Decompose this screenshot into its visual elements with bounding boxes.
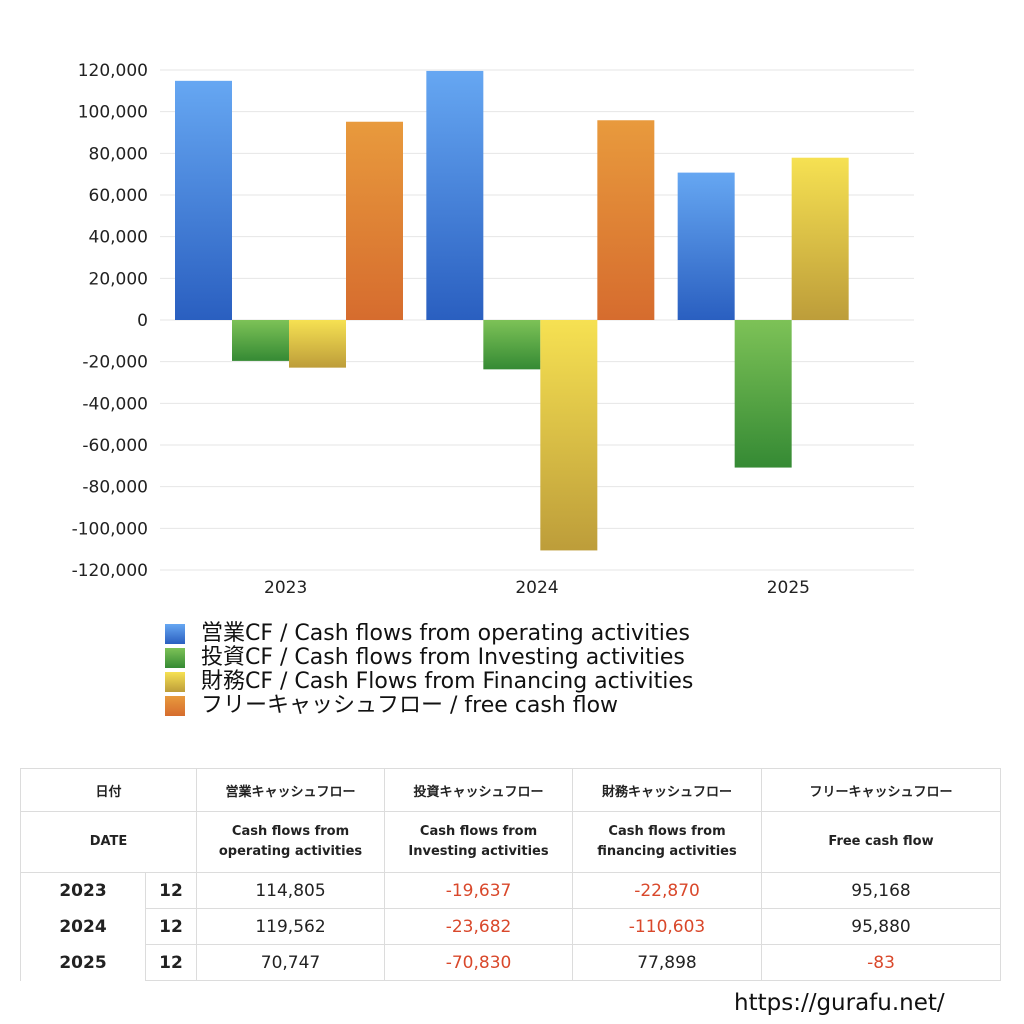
legend-label-investing: 投資CF / Cash flows from Investing activit…: [201, 645, 685, 670]
x-axis-tick-labels: 2023 2024 2025: [264, 578, 810, 598]
header-free-en: Free cash flow: [761, 811, 1002, 873]
table-row: 2025 12 70,747 -70,830 77,898 -83: [20, 944, 1002, 981]
bar-free-2024: [597, 120, 655, 320]
y-tick-label: 20,000: [89, 269, 148, 289]
legend: 営業CF / Cash flows from operating activit…: [165, 622, 693, 718]
header-operating-en: Cash flows from operating activities: [196, 811, 386, 873]
legend-swatch-investing: [165, 648, 185, 668]
y-tick-label: 100,000: [78, 103, 148, 123]
row-free: -83: [761, 944, 1002, 981]
y-tick-label: 40,000: [89, 228, 148, 248]
legend-swatch-free: [165, 696, 185, 716]
header-operating-jp: 営業キャッシュフロー: [196, 768, 386, 812]
bar-financing-2025: [791, 157, 849, 320]
x-tick-label: 2025: [767, 578, 810, 598]
bar-investing-2023: [232, 320, 289, 361]
header-free-jp: フリーキャッシュフロー: [761, 768, 1002, 812]
legend-swatch-financing: [165, 672, 185, 692]
header-financing-en: Cash flows from financing activities: [572, 811, 763, 873]
y-tick-label: 60,000: [89, 186, 148, 206]
y-tick-label: 120,000: [78, 61, 148, 81]
header-financing-en-line1: Cash flows from: [608, 824, 726, 839]
row-financing: -22,870: [572, 872, 763, 909]
table-row: 2024 12 119,562 -23,682 -110,603 95,880: [20, 908, 1002, 945]
bar-free-2023: [346, 121, 403, 320]
header-investing-en-line2: Investing activities: [408, 844, 549, 859]
bar-investing-2024: [483, 320, 541, 370]
legend-item-financing: 財務CF / Cash Flows from Financing activit…: [165, 670, 693, 694]
cash-flow-bar-chart: 120,000 100,000 80,000 60,000 40,000 20,000 0 -…: [72, 61, 914, 598]
row-investing: -23,682: [384, 908, 574, 945]
x-tick-label: 2023: [264, 578, 307, 598]
legend-label-financing: 財務CF / Cash Flows from Financing activit…: [201, 669, 694, 694]
header-operating-en-line1: Cash flows from: [231, 824, 350, 839]
header-date-jp: 日付: [19, 768, 198, 812]
header-date-en: DATE: [19, 811, 198, 873]
legend-item-operating: 営業CF / Cash flows from operating activit…: [165, 622, 693, 646]
bar-operating-2024: [426, 70, 484, 320]
row-investing: -19,637: [384, 872, 574, 909]
row-operating: 114,805: [196, 872, 386, 909]
y-tick-label: 80,000: [89, 144, 148, 164]
y-tick-label: -40,000: [82, 394, 148, 414]
bar-operating-2023: [175, 80, 232, 321]
y-tick-label: -60,000: [82, 436, 148, 456]
legend-label-free: フリーキャッシュフロー / free cash flow: [201, 693, 619, 718]
row-financing: 77,898: [572, 944, 763, 981]
legend-item-investing: 投資CF / Cash flows from Investing activit…: [165, 646, 693, 670]
table-row: 2023 12 114,805 -19,637 -22,870 95,168: [20, 872, 1002, 909]
row-year: 2025: [20, 944, 146, 981]
site-url[interactable]: https://gurafu.net/: [734, 990, 945, 1016]
row-operating: 70,747: [196, 944, 386, 981]
y-tick-label: 0: [137, 311, 148, 331]
y-axis-tick-labels: 120,000 100,000 80,000 60,000 40,000 20,000 0 -…: [72, 61, 148, 581]
row-operating: 119,562: [196, 908, 386, 945]
header-investing-en-line1: Cash flows from: [419, 824, 538, 839]
table-header-jp: 日付 営業キャッシュフロー 投資キャッシュフロー 財務キャッシュフロー フリーキ…: [19, 768, 1002, 812]
row-year: 2023: [20, 872, 146, 909]
header-financing-jp: 財務キャッシュフロー: [572, 768, 763, 812]
header-investing-jp: 投資キャッシュフロー: [384, 768, 574, 812]
row-financing: -110,603: [572, 908, 763, 945]
header-investing-en: Cash flows from Investing activities: [384, 811, 574, 873]
header-financing-en-line2: financing activities: [597, 844, 737, 859]
row-year: 2024: [20, 908, 146, 945]
bar-financing-2024: [540, 320, 598, 551]
row-free: 95,880: [761, 908, 1002, 945]
bar-investing-2025: [734, 320, 792, 468]
bars: [175, 70, 849, 551]
table-header-en: DATE Cash flows from operating activities…: [19, 811, 1002, 873]
bar-financing-2023: [289, 320, 346, 368]
header-operating-en-line2: operating activities: [218, 844, 363, 859]
row-investing: -70,830: [384, 944, 574, 981]
legend-swatch-operating: [165, 624, 185, 644]
legend-item-free: フリーキャッシュフロー / free cash flow: [165, 694, 693, 718]
x-tick-label: 2024: [515, 578, 558, 598]
row-month: 12: [144, 872, 198, 909]
y-tick-label: -120,000: [72, 561, 148, 581]
row-month: 12: [144, 944, 198, 981]
y-tick-label: -20,000: [82, 353, 148, 373]
row-free: 95,168: [761, 872, 1002, 909]
cash-flow-table: 日付 営業キャッシュフロー 投資キャッシュフロー 財務キャッシュフロー フリーキ…: [19, 768, 1002, 981]
legend-label-operating: 営業CF / Cash flows from operating activit…: [201, 621, 690, 646]
y-tick-label: -80,000: [82, 478, 148, 498]
y-tick-label: -100,000: [72, 519, 148, 539]
row-month: 12: [144, 908, 198, 945]
bar-operating-2025: [677, 172, 735, 320]
